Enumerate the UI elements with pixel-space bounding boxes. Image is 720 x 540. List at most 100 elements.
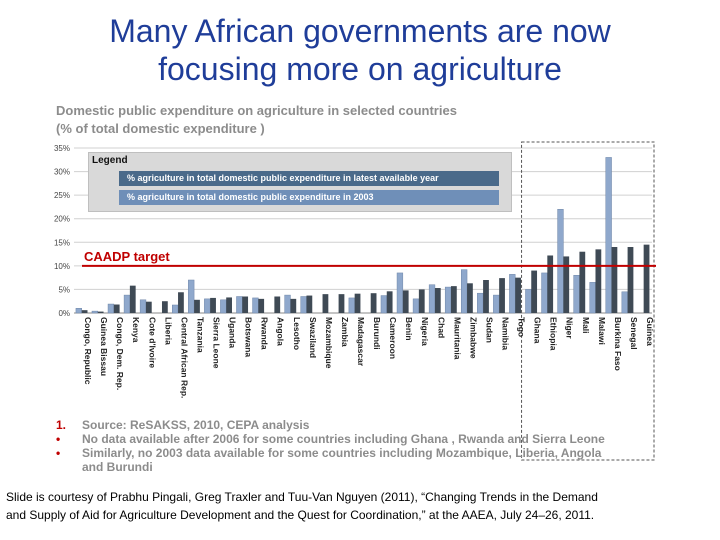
note-text: Source: ReSAKSS, 2010, CEPA analysis xyxy=(82,418,310,432)
bar-2003 xyxy=(284,294,291,314)
bar-latest xyxy=(338,294,345,313)
x-tick-label: Zambia xyxy=(340,317,350,347)
bar-2003 xyxy=(252,297,259,314)
bar-latest xyxy=(418,289,425,313)
bar-2003 xyxy=(172,304,179,314)
x-tick-label: Rwanda xyxy=(260,317,270,350)
bar-2003 xyxy=(509,274,516,314)
y-tick-label: 15% xyxy=(54,238,70,247)
y-tick-label: 35% xyxy=(54,144,70,153)
bar-latest xyxy=(129,285,136,313)
bar-2003 xyxy=(477,292,484,314)
bar-latest xyxy=(97,311,104,313)
x-tick-label: Congo, Dem. Rep. xyxy=(115,317,125,390)
bar-2003 xyxy=(380,295,388,314)
bar-2003 xyxy=(525,289,532,314)
bar-latest xyxy=(627,247,634,313)
bar-latest xyxy=(322,294,329,313)
bar-2003 xyxy=(139,299,147,314)
y-tick-label: 25% xyxy=(54,191,70,200)
bar-latest xyxy=(242,296,249,313)
bar-latest xyxy=(370,293,377,313)
bar-2003 xyxy=(573,275,580,314)
bar-2003 xyxy=(348,297,355,314)
x-tick-label: Uganda xyxy=(228,317,238,348)
x-tick-label: Botswana xyxy=(244,317,254,357)
chart-title-line1: Domestic public expenditure on agricultu… xyxy=(56,103,457,118)
x-tick-label: Ghana xyxy=(533,317,543,344)
bar-latest xyxy=(467,283,473,313)
bar-2003 xyxy=(107,303,115,314)
bar-latest xyxy=(178,292,184,313)
x-tick-label: Togo xyxy=(517,317,527,337)
y-tick-label: 20% xyxy=(54,215,70,224)
x-tick-label: Guinea xyxy=(645,317,655,346)
x-tick-label: Malawi xyxy=(597,317,607,345)
y-tick-label: 5% xyxy=(58,285,70,294)
bar-latest xyxy=(499,278,505,313)
note-source: 1. Source: ReSAKSS, 2010, CEPA analysis xyxy=(56,418,656,432)
highlight-box xyxy=(521,141,655,461)
bar-latest xyxy=(258,298,265,313)
x-tick-label: Nigeria xyxy=(420,317,430,346)
note-no-2003-data: • Similarly, no 2003 data available for … xyxy=(56,446,656,460)
bar-latest xyxy=(145,301,152,313)
x-tick-label: Madagascar xyxy=(356,317,366,367)
bar-latest xyxy=(113,304,120,313)
x-tick-label: Burundi xyxy=(372,317,382,350)
bar-2003 xyxy=(541,272,548,314)
caption-line2: and Supply of Aid for Agriculture Develo… xyxy=(6,508,595,522)
bar-2003 xyxy=(91,310,99,314)
x-tick-label: Kenya xyxy=(131,317,141,343)
x-tick-label: Mozambique xyxy=(324,317,334,369)
x-tick-label: Senegal xyxy=(629,317,639,350)
bullet-icon: • xyxy=(56,432,61,446)
x-tick-label: Namibia xyxy=(500,317,510,350)
bar-2003 xyxy=(461,269,468,314)
bar-latest xyxy=(226,297,232,313)
bar-latest xyxy=(547,255,554,313)
bar-2003 xyxy=(557,209,564,314)
slide-caption: Slide is courtesy of Prabhu Pingali, Gre… xyxy=(6,488,716,524)
chart-legend: Legend % agriculture in total domestic p… xyxy=(88,152,512,212)
x-tick-label: Guinea Bissau xyxy=(99,317,109,376)
x-tick-label: Mauritania xyxy=(452,317,462,360)
bar-2003 xyxy=(300,296,307,314)
bar-latest xyxy=(483,280,489,313)
x-tick-label: Angola xyxy=(276,317,286,346)
bar-2003 xyxy=(605,157,612,314)
bar-latest xyxy=(161,301,168,313)
bar-latest xyxy=(386,291,393,313)
bar-latest xyxy=(354,293,361,313)
bar-2003 xyxy=(123,294,131,314)
caadp-target-label: CAADP target xyxy=(84,249,170,264)
slide-title: Many African governments are now focusin… xyxy=(40,12,680,88)
x-tick-label: Tanzania xyxy=(195,317,205,353)
slide-title-line1: Many African governments are now xyxy=(109,13,611,49)
bar-latest xyxy=(274,296,281,313)
y-tick-label: 10% xyxy=(54,262,70,271)
bar-latest xyxy=(290,298,297,313)
bar-latest xyxy=(611,247,618,313)
bar-latest xyxy=(306,295,313,313)
chart-title: Domestic public expenditure on agricultu… xyxy=(56,102,656,138)
note-continuation: and Burundi xyxy=(82,460,153,474)
legend-entry-2003: % agriculture in total domestic public e… xyxy=(119,190,499,205)
bar-latest xyxy=(434,288,441,313)
bar-latest xyxy=(563,256,570,313)
bar-latest xyxy=(579,251,586,313)
note-marker: 1. xyxy=(56,418,67,432)
bar-2003 xyxy=(412,298,420,314)
bar-latest xyxy=(595,249,602,313)
x-tick-label: Cote d'Ivoire xyxy=(147,317,157,368)
bar-2003 xyxy=(220,299,227,314)
x-tick-label: Cameroon xyxy=(388,317,398,359)
x-tick-label: Benin xyxy=(404,317,414,341)
bar-latest xyxy=(515,277,521,313)
bar-2003 xyxy=(204,298,211,314)
x-tick-label: Ethiopia xyxy=(549,317,559,351)
bar-2003 xyxy=(589,282,596,314)
note-no-data-after-2006: • No data available after 2006 for some … xyxy=(56,432,656,446)
x-tick-label: Lesotho xyxy=(292,317,302,350)
bullet-icon: • xyxy=(56,446,61,460)
